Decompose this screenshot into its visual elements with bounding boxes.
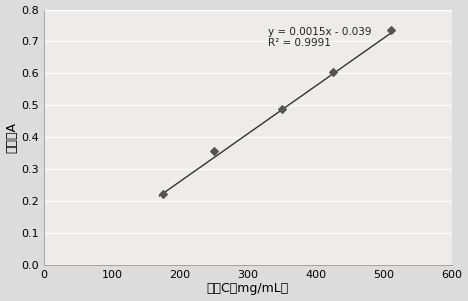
Point <box>329 69 336 74</box>
X-axis label: 浓度C（mg/mL）: 浓度C（mg/mL） <box>207 282 289 296</box>
Point <box>387 27 395 32</box>
Point <box>210 148 218 153</box>
Point <box>159 191 167 196</box>
Y-axis label: 吸光度A: 吸光度A <box>6 122 19 153</box>
Text: y = 0.0015x - 0.039
R² = 0.9991: y = 0.0015x - 0.039 R² = 0.9991 <box>268 27 372 48</box>
Point <box>278 107 285 111</box>
